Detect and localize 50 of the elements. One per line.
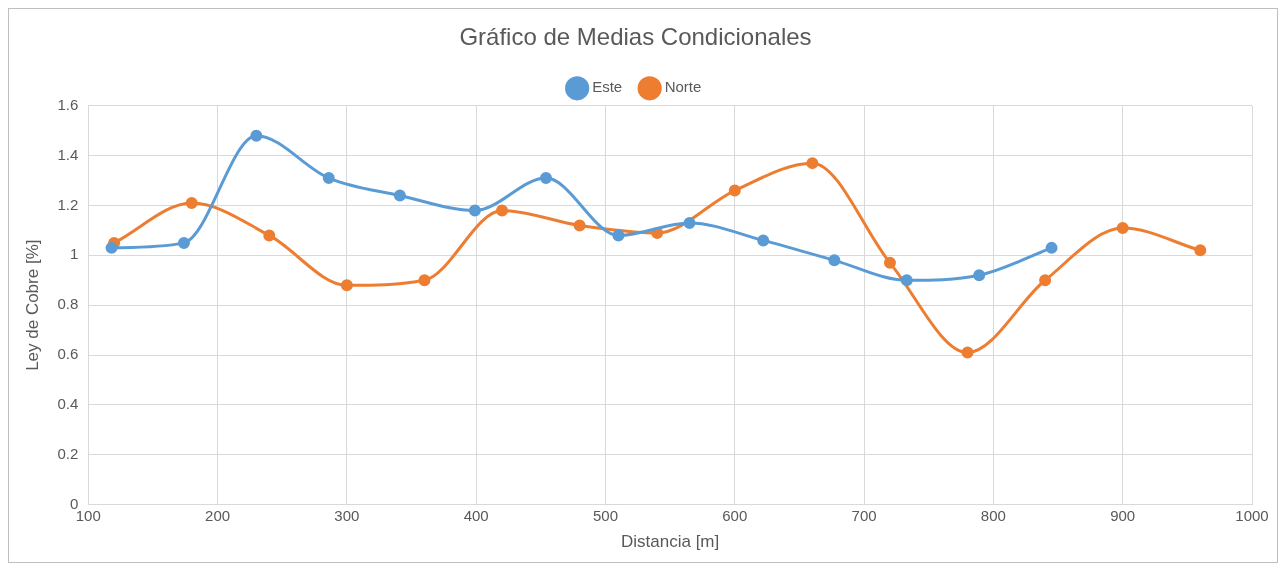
y-axis-title: Ley de Cobre [%] bbox=[22, 239, 42, 371]
point bbox=[883, 256, 896, 269]
point bbox=[105, 241, 118, 254]
y-tick-label: 1.4 bbox=[57, 145, 79, 163]
point bbox=[757, 234, 770, 247]
point bbox=[828, 254, 841, 267]
y-tick-label: 1 bbox=[69, 245, 79, 263]
x-tick-label: 400 bbox=[463, 506, 489, 524]
point bbox=[1116, 221, 1129, 234]
legend-label: Norte bbox=[664, 78, 702, 96]
point bbox=[1194, 244, 1207, 257]
point bbox=[1039, 274, 1052, 287]
x-tick-label: 600 bbox=[722, 506, 748, 524]
point bbox=[683, 216, 696, 229]
point bbox=[612, 229, 625, 242]
point bbox=[1045, 241, 1058, 254]
x-tick-label: 500 bbox=[592, 506, 618, 524]
point bbox=[573, 219, 586, 232]
point bbox=[340, 279, 353, 292]
point bbox=[900, 274, 913, 287]
y-tick-label: 0.6 bbox=[57, 345, 79, 363]
point bbox=[728, 184, 741, 197]
point bbox=[393, 189, 406, 202]
x-tick-label: 800 bbox=[980, 506, 1006, 524]
point bbox=[496, 204, 509, 217]
y-tick-label: 1.2 bbox=[57, 195, 79, 213]
point bbox=[961, 346, 974, 359]
point bbox=[177, 236, 190, 249]
point bbox=[263, 229, 276, 242]
x-axis-title: Distancia [m] bbox=[621, 532, 720, 552]
x-tick-label: 700 bbox=[851, 506, 877, 524]
y-tick-label: 0.8 bbox=[57, 295, 79, 313]
y-tick-label: 0.2 bbox=[57, 444, 79, 462]
x-tick-label: 300 bbox=[334, 506, 360, 524]
point bbox=[250, 129, 263, 142]
y-tick-label: 0.4 bbox=[57, 395, 79, 413]
x-tick-label: 1000 bbox=[1235, 506, 1269, 524]
y-tick-label: 1.6 bbox=[57, 95, 79, 113]
chart-title: Gráfico de Medias Condicionales bbox=[459, 23, 812, 51]
legend-label: Este bbox=[592, 78, 623, 96]
point bbox=[806, 157, 819, 170]
y-tick-label: 0 bbox=[69, 494, 79, 512]
point bbox=[973, 269, 986, 282]
point bbox=[185, 197, 198, 210]
x-tick-label: 900 bbox=[1110, 506, 1136, 524]
point bbox=[418, 274, 431, 287]
point bbox=[322, 172, 335, 185]
point bbox=[539, 172, 552, 185]
x-tick-label: 200 bbox=[205, 506, 231, 524]
point bbox=[468, 204, 481, 217]
